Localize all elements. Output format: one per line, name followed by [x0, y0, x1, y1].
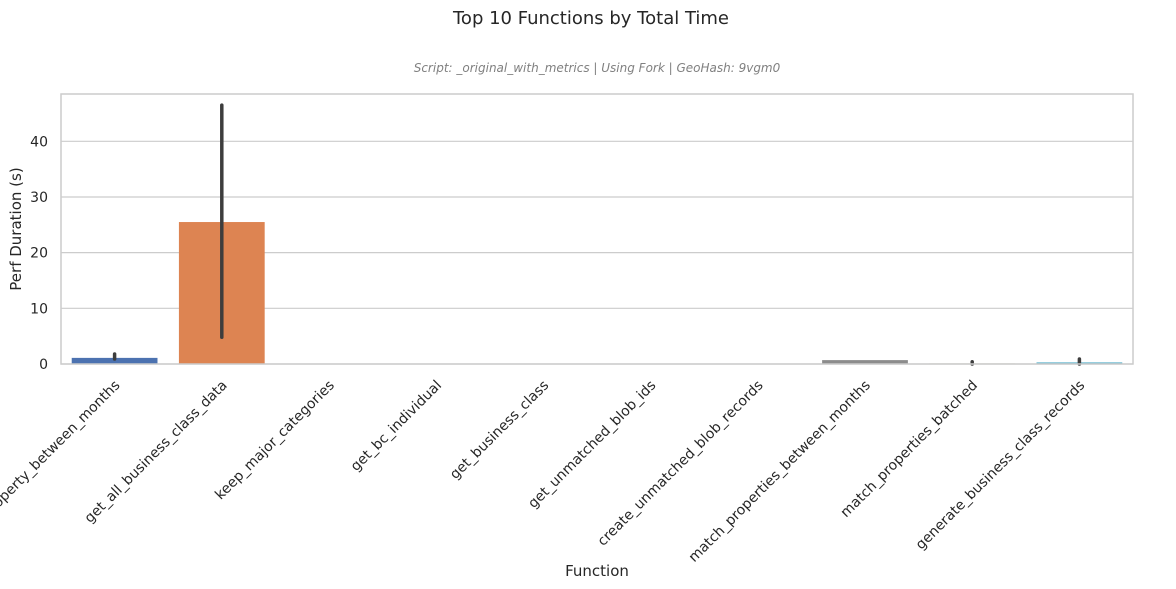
bars: [71, 222, 1123, 364]
y-tick-label: 0: [39, 357, 48, 373]
chart-title: Top 10 Functions by Total Time: [452, 8, 729, 29]
y-tick-label: 10: [30, 301, 48, 317]
x-tick-labels: match_property_between_monthsget_all_bus…: [0, 378, 1088, 566]
x-tick-label: match_property_between_months: [0, 378, 123, 558]
x-tick-label: match_properties_between_months: [686, 378, 874, 566]
x-axis-label: Function: [565, 562, 629, 580]
y-tick-labels: 0 10 20 30 40: [30, 134, 48, 373]
x-tick-label: get_unmatched_blob_ids: [525, 378, 659, 512]
bar-match_property_between_months: [71, 357, 158, 364]
x-tick-label: get_bc_individual: [348, 378, 445, 475]
bar-match_properties_between_months: [822, 360, 908, 364]
x-tick-label: create_unmatched_blob_records: [595, 378, 767, 550]
x-tick-label: generate_business_class_records: [913, 378, 1089, 554]
x-tick-label: keep_major_categories: [212, 378, 338, 504]
y-axis-label: Perf Duration (s): [7, 167, 25, 290]
y-tick-label: 40: [30, 134, 48, 150]
plot-frame: [60, 93, 1134, 365]
y-tick-label: 20: [30, 246, 48, 262]
chart-subtitle: Script: _original_with_metrics | Using F…: [414, 61, 781, 75]
error-bars: [112, 103, 1082, 366]
y-tick-label: 30: [30, 190, 48, 206]
x-tick-label: get_business_class: [447, 378, 552, 483]
